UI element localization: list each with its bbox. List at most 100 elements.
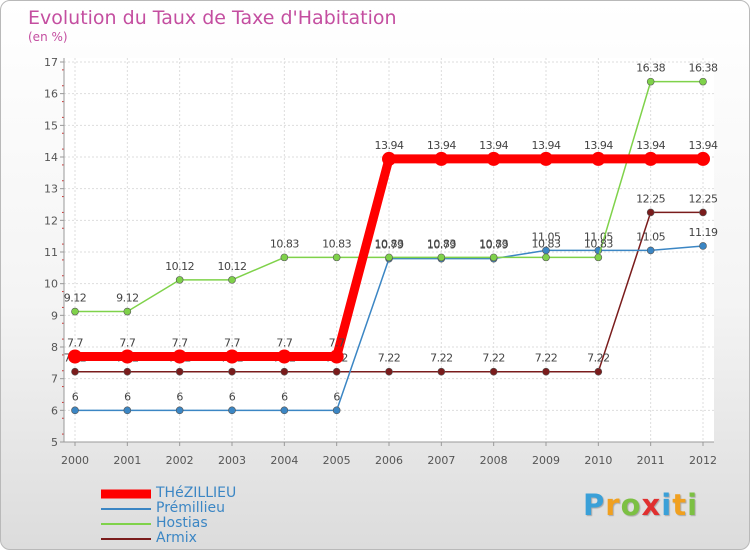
- data-point: [332, 253, 341, 262]
- data-label: 6: [333, 390, 340, 403]
- data-label: 7.7: [276, 337, 292, 350]
- data-point: [385, 367, 393, 376]
- data-point: [175, 406, 184, 415]
- data-point: [594, 367, 603, 376]
- data-label: 11.05: [636, 230, 665, 243]
- y-tick-label: 5: [51, 436, 58, 449]
- data-label: 10.79: [479, 239, 508, 252]
- x-tick-label: 2001: [113, 454, 141, 467]
- data-label: 10.83: [584, 237, 613, 250]
- data-label: 12.25: [636, 192, 665, 205]
- y-tick-label: 7: [51, 373, 58, 386]
- y-tick-label: 13: [44, 183, 58, 196]
- legend-label: Armix: [156, 530, 197, 546]
- y-tick-label: 14: [44, 151, 58, 164]
- data-point: [71, 307, 79, 316]
- y-tick-label: 9: [51, 309, 58, 322]
- data-point: [332, 367, 341, 376]
- data-label: 16.38: [636, 62, 665, 75]
- y-tick-label: 12: [44, 214, 58, 227]
- data-point: [280, 406, 289, 415]
- series-th-zillieu: 7.7 7.7 7.7 7.7 7.7 7.7 13.94 13.94 13.94 13.94 13…: [67, 139, 718, 364]
- legend-swatch: [101, 522, 151, 525]
- y-tick-label: 17: [44, 56, 58, 69]
- x-tick-label: 2011: [637, 454, 665, 467]
- data-label: 9.12: [64, 292, 87, 305]
- data-label: 7.22: [378, 352, 401, 365]
- data-point: [71, 406, 79, 415]
- data-label: 11.05: [532, 230, 561, 243]
- proxiti-logo: Proxiti: [583, 488, 698, 522]
- data-label: 6: [176, 390, 183, 403]
- data-point: [434, 151, 449, 166]
- data-label: 13.94: [375, 139, 404, 152]
- legend-label: THéZILLIEU: [156, 485, 237, 501]
- data-point: [120, 349, 135, 364]
- data-point: [382, 151, 396, 166]
- data-point: [699, 77, 707, 86]
- data-point: [489, 253, 498, 262]
- data-label: 10.12: [165, 260, 194, 273]
- data-label: 6: [229, 390, 236, 403]
- legend-swatch: [101, 537, 151, 540]
- data-point: [489, 367, 498, 376]
- data-label: 13.94: [689, 139, 718, 152]
- data-point: [175, 367, 184, 376]
- data-label: 10.83: [479, 237, 508, 250]
- x-tick-label: 2003: [218, 454, 246, 467]
- y-tick-label: 8: [51, 341, 58, 354]
- x-tick-label: 2007: [427, 454, 455, 467]
- data-point: [437, 253, 446, 262]
- logo-letter: P: [583, 488, 606, 522]
- data-point: [228, 276, 236, 284]
- data-label: 9.12: [116, 292, 139, 305]
- data-point: [696, 151, 710, 166]
- y-tick-label: 16: [44, 88, 58, 101]
- data-point: [542, 253, 550, 262]
- data-label: 13.94: [532, 139, 561, 152]
- x-tick-label: 2010: [584, 454, 612, 467]
- data-label: 10.12: [218, 260, 247, 273]
- legend-swatch: [101, 489, 151, 498]
- data-label: 16.38: [689, 62, 718, 75]
- data-point: [385, 253, 393, 262]
- data-label: 7.7: [224, 337, 240, 350]
- data-label: 12.25: [689, 192, 718, 205]
- data-point: [68, 349, 82, 364]
- data-point: [329, 349, 344, 364]
- y-tick-label: 10: [44, 278, 58, 291]
- data-point: [699, 208, 707, 217]
- data-label: 10.83: [375, 237, 404, 250]
- data-point: [123, 367, 132, 376]
- data-label: 13.94: [427, 139, 456, 152]
- data-label: 7.22: [535, 352, 558, 365]
- logo-letter: t: [672, 488, 688, 522]
- legend-label: Prémillieu: [156, 500, 225, 516]
- data-point: [646, 77, 655, 86]
- data-label: 7.7: [119, 337, 135, 350]
- x-tick-label: 2006: [375, 454, 403, 467]
- y-tick-label: 11: [44, 246, 58, 259]
- logo-letter: i: [687, 488, 699, 522]
- data-point: [228, 367, 236, 376]
- data-label: 6: [281, 390, 288, 403]
- data-label: 10.83: [322, 237, 351, 250]
- data-label: 13.94: [584, 139, 613, 152]
- logo-letter: x: [641, 488, 662, 522]
- data-point: [332, 406, 341, 415]
- data-point: [486, 151, 501, 166]
- data-label: 11.05: [584, 230, 613, 243]
- x-tick-label: 2009: [532, 454, 560, 467]
- data-point: [539, 151, 553, 166]
- chart-unit: (en %): [28, 30, 68, 44]
- data-label: 7.22: [430, 352, 453, 365]
- data-label: 10.83: [532, 237, 561, 250]
- data-point: [646, 208, 655, 217]
- logo-letter: i: [661, 488, 673, 522]
- x-tick-label: 2004: [270, 454, 298, 467]
- data-point: [225, 349, 239, 364]
- data-point: [172, 349, 187, 364]
- legend-swatch: [101, 507, 151, 510]
